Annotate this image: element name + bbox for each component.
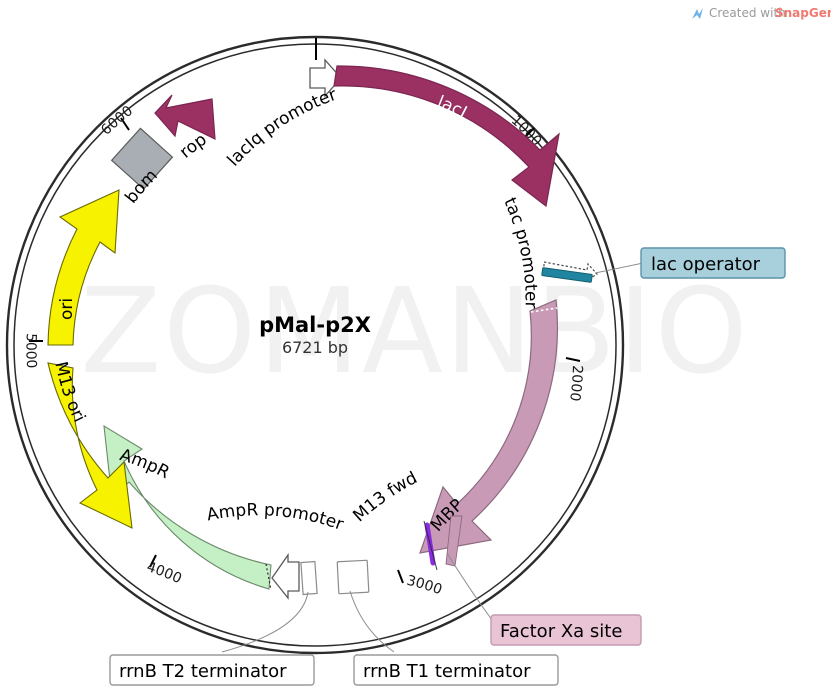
leader-factor-xa (446, 552, 493, 621)
factor-xa-callout-box[interactable] (490, 614, 642, 646)
m13-ori-arrow[interactable] (47, 362, 133, 529)
callout-rrnb-t1-terminator[interactable]: rrnB T1 terminator (353, 654, 559, 686)
m13-fwd-label: M13 fwd (349, 468, 420, 526)
lac-operator-bar[interactable] (541, 267, 593, 283)
rop-arrow[interactable] (154, 94, 216, 140)
snapgene-logo-icon (692, 8, 703, 19)
snapgene-credit-prefix: Created with (709, 6, 786, 20)
callout-leader-lines (221, 262, 644, 653)
ampr-promoter-label: AmpR promoter (205, 500, 346, 535)
lac-operator-callout-label: lac operator (651, 254, 761, 275)
tick-mark-3000 (397, 569, 404, 584)
ampr-end-dashes (265, 563, 272, 591)
rrnb-t2-terminator-shape[interactable] (300, 560, 318, 596)
watermark-text: ZOMANBIO (80, 262, 749, 400)
feature-bom[interactable]: bom (110, 127, 174, 207)
backbone-outer-circle (5, 35, 625, 655)
laciq-promoter-label: lacIq promoter (224, 85, 340, 171)
plasmid-name: pMal-p2X (259, 313, 371, 337)
plasmid-size: 6721 bp (282, 338, 348, 357)
laci-arrow[interactable] (333, 65, 560, 208)
feature-ori[interactable]: ori (47, 189, 120, 346)
ori-label: ori (57, 298, 77, 320)
m13-fwd-primer-outline (423, 520, 438, 571)
snapgene-credit: Created with SnapGene® (692, 6, 831, 20)
tick-label-4000: 4000 (145, 559, 184, 587)
laciq-promoter-arrow[interactable] (309, 58, 342, 98)
rrnb-t2-callout-box[interactable] (109, 654, 315, 686)
callout-factor-xa-site[interactable]: Factor Xa site (490, 614, 642, 646)
tick-label-3000: 3000 (405, 573, 444, 599)
callout-rrnb-t2-terminator[interactable]: rrnB T2 terminator (109, 654, 315, 686)
ampr-arrow[interactable] (103, 424, 272, 590)
ampr-promoter-arrow[interactable] (271, 552, 300, 600)
snapgene-credit-brand: SnapGene® (775, 6, 831, 20)
feature-laciq-promoter[interactable]: lacIq promoter (224, 58, 342, 171)
lac-operator-callout-box[interactable] (640, 247, 786, 279)
lac-operator-bar-rect[interactable] (541, 267, 593, 283)
plasmid-center-label: pMal-p2X 6721 bp (259, 313, 371, 357)
leader-rrnb-t2 (221, 591, 309, 653)
rrnb-t1-terminator-shape[interactable] (336, 559, 370, 595)
rrnb-t1-callout-label: rrnB T1 terminator (363, 661, 531, 682)
watermark: ZOMANBIO (80, 262, 749, 400)
tick-mark-6000 (120, 117, 130, 131)
terminator-shapes[interactable] (300, 559, 370, 596)
rrnb-t2-callout-label: rrnB T2 terminator (119, 661, 287, 682)
tick-mark-2000 (565, 357, 581, 362)
bom-diamond[interactable] (110, 127, 174, 190)
feature-ampr-promoter[interactable]: AmpR promoter (205, 500, 346, 600)
mbp-start-dashes (530, 307, 558, 313)
factor-xa-callout-label: Factor Xa site (500, 621, 622, 642)
rrnb-t1-callout-box[interactable] (353, 654, 559, 686)
leader-lac-operator (594, 262, 644, 274)
ori-arrow[interactable] (47, 189, 120, 346)
leader-rrnb-t1 (349, 590, 395, 653)
callout-lac-operator[interactable]: lac operator (640, 247, 786, 279)
mbp-arrow[interactable] (419, 299, 559, 554)
tick-label-5000: 5000 (22, 333, 39, 369)
feature-laci[interactable]: lacI (333, 65, 560, 208)
feature-m13-fwd[interactable]: M13 fwd (349, 468, 438, 571)
tick-mark-4000 (149, 554, 157, 568)
